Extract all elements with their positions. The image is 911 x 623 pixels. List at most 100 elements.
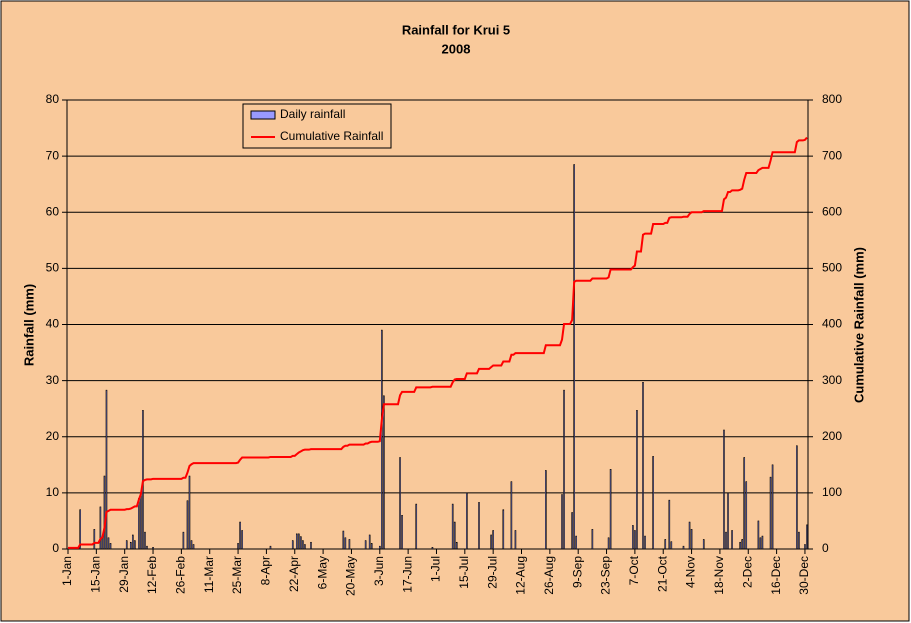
x-tick-label: 2-Dec xyxy=(740,556,754,588)
x-tick-label: 6-May xyxy=(315,556,329,589)
bar xyxy=(636,410,638,550)
bar xyxy=(731,530,733,550)
x-tick-label: 3-Jun xyxy=(372,556,386,586)
y2-axis-title: Cumulative Rainfall (mm) xyxy=(851,247,866,403)
x-tick-label: 16-Dec xyxy=(769,556,783,595)
y-tick-label: 10 xyxy=(46,485,60,499)
legend-swatch xyxy=(250,110,276,120)
bar xyxy=(688,521,691,550)
bar xyxy=(134,540,136,550)
bar xyxy=(370,543,373,550)
bar xyxy=(129,541,132,550)
bar xyxy=(514,530,517,550)
bar xyxy=(241,530,243,550)
x-tick-label: 26-Aug xyxy=(542,556,556,595)
y-tick-label: 60 xyxy=(46,204,60,218)
bar xyxy=(109,543,112,550)
bar xyxy=(140,492,142,550)
y2-tick-label: 100 xyxy=(822,485,842,499)
x-tick-label: 25-Mar xyxy=(230,556,244,594)
bar xyxy=(804,544,806,550)
bar xyxy=(545,470,547,550)
bar xyxy=(664,539,667,550)
x-tick-label: 18-Nov xyxy=(712,556,726,595)
bar xyxy=(561,494,563,550)
bar xyxy=(304,544,306,550)
x-tick-label: 29-Jul xyxy=(485,556,499,589)
x-tick-label: 9-Sep xyxy=(570,556,584,588)
x-tick-label: 23-Sep xyxy=(599,556,613,595)
bar xyxy=(806,524,808,550)
y-tick-label: 20 xyxy=(46,429,60,443)
bar xyxy=(591,529,594,550)
bar xyxy=(771,464,774,550)
x-tick-label: 15-Jul xyxy=(457,556,471,589)
bar xyxy=(510,481,513,550)
bar xyxy=(146,545,148,550)
bar xyxy=(571,512,573,550)
bar xyxy=(702,539,705,550)
bar xyxy=(769,476,772,550)
bar xyxy=(401,515,403,550)
bar xyxy=(105,389,108,550)
bar xyxy=(478,502,480,550)
bar xyxy=(502,509,505,550)
bar xyxy=(670,541,673,550)
bar xyxy=(142,410,144,550)
y-tick-label: 30 xyxy=(46,373,60,387)
bar xyxy=(745,481,748,550)
x-tick-label: 20-May xyxy=(344,556,358,596)
y-tick-label: 80 xyxy=(46,92,60,106)
bar xyxy=(79,509,81,550)
x-tick-label: 22-Apr xyxy=(287,556,301,592)
bar xyxy=(632,525,634,550)
bar xyxy=(431,547,434,550)
bar xyxy=(798,531,800,550)
bar xyxy=(348,539,351,550)
x-tick-label: 29-Jan xyxy=(117,556,131,593)
bar xyxy=(739,541,741,550)
bar xyxy=(291,540,294,550)
bar xyxy=(269,545,272,550)
bar xyxy=(295,533,298,550)
bar xyxy=(131,534,134,550)
bar xyxy=(399,457,401,550)
bar xyxy=(342,530,345,550)
bar xyxy=(188,475,191,550)
y2-tick-label: 300 xyxy=(822,373,842,387)
bar xyxy=(743,457,746,550)
x-tick-label: 4-Nov xyxy=(684,556,698,588)
bar xyxy=(757,520,760,550)
x-tick-label: 12-Aug xyxy=(514,556,528,595)
bar xyxy=(344,537,347,550)
bar xyxy=(99,506,102,550)
bar xyxy=(310,541,312,550)
bar xyxy=(727,492,729,550)
bar xyxy=(298,533,300,550)
bar xyxy=(190,540,193,550)
y-tick-label: 70 xyxy=(46,148,60,162)
bar xyxy=(192,544,195,550)
bar xyxy=(300,536,302,550)
x-tick-label: 1-Jul xyxy=(429,556,443,582)
x-tick-label: 7-Oct xyxy=(627,555,641,585)
bar xyxy=(642,382,644,550)
bar xyxy=(378,545,381,550)
bar xyxy=(368,534,371,550)
bar xyxy=(302,540,304,550)
bar xyxy=(451,503,454,550)
bar xyxy=(101,537,104,550)
chart-title: Rainfall for Krui 5 xyxy=(402,22,510,37)
chart-subtitle: 2008 xyxy=(442,41,471,56)
bar xyxy=(609,469,612,550)
y2-tick-label: 400 xyxy=(822,317,842,331)
x-tick-label: 21-Oct xyxy=(655,555,669,592)
bar xyxy=(364,540,367,550)
bar xyxy=(490,534,492,550)
bar xyxy=(741,539,744,550)
bar xyxy=(93,529,96,550)
bar xyxy=(690,529,693,550)
x-tick-label: 8-Apr xyxy=(259,556,273,585)
